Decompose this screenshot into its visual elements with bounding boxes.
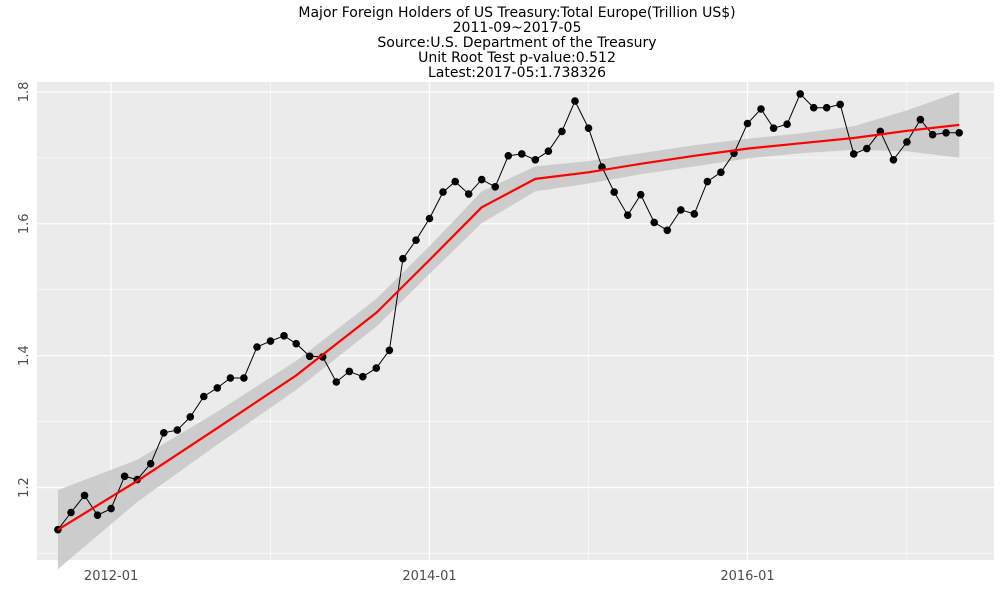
data-point-2014-09	[531, 156, 540, 164]
data-point-2014-02	[439, 188, 447, 196]
data-point-2012-08	[200, 392, 208, 401]
data-point-2012-06	[173, 426, 182, 434]
data-point-2017-03	[928, 130, 937, 139]
data-point-2017-04	[942, 129, 950, 137]
data-point-2017-01	[903, 138, 911, 146]
data-point-2012-07	[186, 413, 195, 421]
data-point-2012-10	[226, 374, 235, 382]
data-point-2015-01	[584, 124, 593, 132]
data-point-2012-01	[107, 504, 115, 513]
chart-title: Major Foreign Holders of US Treasury:Tot…	[298, 5, 735, 81]
data-point-2014-08	[518, 150, 526, 158]
data-point-2015-03	[610, 188, 618, 196]
x-axis: 2012-01 2014-01 2016-01	[84, 569, 775, 584]
data-point-2013-11	[399, 254, 407, 263]
minor-gridlines	[37, 82, 994, 560]
data-point-2014-04	[464, 190, 473, 198]
y-tick-label-1-8: 1.8	[17, 82, 32, 103]
data-point-2015-09	[690, 210, 699, 218]
data-point-2016-02	[757, 105, 765, 113]
data-point-2015-11	[717, 168, 725, 177]
data-point-2014-06	[491, 183, 500, 191]
data-point-2013-09	[372, 364, 381, 372]
data-point-2016-03	[769, 124, 778, 132]
data-point-2011-10	[67, 508, 75, 517]
data-point-2016-07	[822, 103, 831, 112]
data-point-2013-03	[292, 339, 301, 348]
data-point-2016-08	[836, 100, 844, 109]
y-tick-label-1-4: 1.4	[17, 345, 32, 366]
data-point-2011-12	[93, 511, 102, 519]
data-point-2013-07	[345, 367, 354, 376]
major-gridlines	[37, 82, 994, 560]
data-point-2014-12	[571, 97, 579, 105]
data-point-2012-05	[160, 429, 168, 437]
data-point-2012-04	[146, 459, 155, 468]
data-point-2016-04	[783, 120, 791, 128]
x-tick-label-2014-01: 2014-01	[402, 569, 456, 584]
x-tick-label-2012-01: 2012-01	[84, 569, 138, 584]
data-point-2013-01	[266, 337, 275, 345]
data-point-2016-10	[863, 144, 871, 153]
data-point-2013-08	[359, 372, 367, 381]
y-axis: 1.2 1.4 1.6 1.8	[17, 82, 32, 498]
data-point-2014-05	[477, 175, 486, 184]
data-point-2013-02	[280, 332, 288, 340]
data-point-2012-11	[240, 374, 248, 382]
data-point-2013-10	[385, 346, 394, 355]
data-point-2016-05	[796, 90, 804, 98]
data-point-2015-04	[623, 211, 632, 219]
title-line-3: Source:U.S. Department of the Treasury	[377, 35, 656, 51]
data-point-2015-07	[663, 226, 672, 235]
data-point-2016-09	[849, 150, 858, 158]
data-point-2015-10	[703, 177, 712, 186]
data-point-2017-02	[916, 115, 925, 124]
data-point-2012-12	[253, 343, 261, 351]
data-point-2015-06	[650, 218, 658, 227]
data-points	[54, 90, 963, 534]
data-point-2012-02	[120, 472, 129, 481]
data-point-2011-11	[80, 491, 89, 500]
x-tick-label-2016-01: 2016-01	[720, 569, 774, 584]
y-tick-label-1-6: 1.6	[17, 213, 32, 234]
confidence-band	[57, 91, 960, 570]
title-line-5: Latest:2017-05:1.738326	[428, 65, 606, 81]
data-point-2013-06	[332, 378, 341, 386]
data-point-2013-12	[412, 236, 420, 244]
smooth-trend-line	[57, 123, 960, 531]
data-point-2013-04	[305, 352, 314, 361]
data-point-2014-11	[558, 127, 566, 136]
data-point-2014-01	[425, 214, 434, 223]
data-point-2012-09	[213, 384, 222, 392]
title-line-1: Major Foreign Holders of US Treasury:Tot…	[298, 5, 735, 21]
data-point-2014-10	[544, 147, 553, 155]
data-point-2014-07	[504, 152, 513, 160]
plot-panel	[37, 82, 994, 560]
data-point-2014-03	[451, 177, 460, 186]
data-point-2016-01	[743, 119, 752, 128]
title-line-4: Unit Root Test p-value:0.512	[418, 50, 616, 66]
data-point-2016-06	[809, 103, 818, 112]
data-point-2015-08	[677, 206, 685, 214]
y-tick-label-1-2: 1.2	[17, 477, 32, 498]
data-point-2016-12	[889, 156, 898, 164]
data-point-2017-05	[955, 129, 963, 137]
data-point-2015-05	[636, 190, 645, 199]
title-line-2: 2011-09~2017-05	[453, 20, 582, 36]
